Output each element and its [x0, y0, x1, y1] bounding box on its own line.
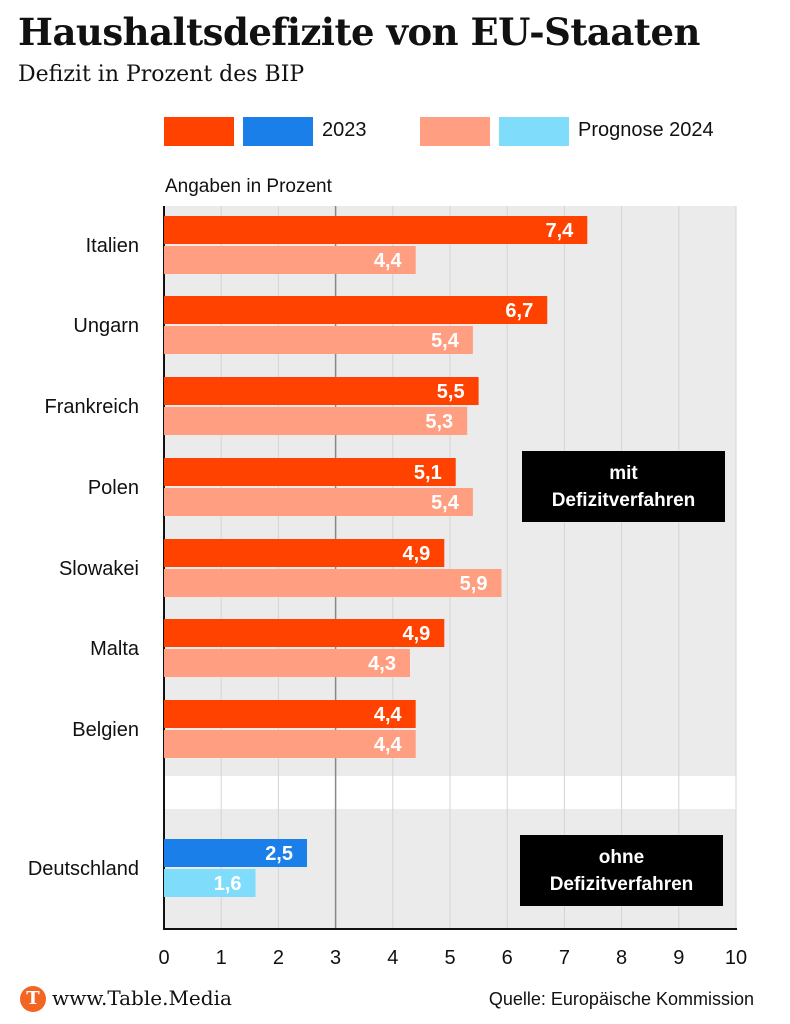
bar-2023-polen: [164, 458, 456, 486]
site-link[interactable]: www.Table.Media: [52, 986, 232, 1010]
chart-title: Haushaltsdefizite von EU-Staaten: [18, 10, 700, 54]
category-label-polen: Polen: [88, 477, 139, 499]
x-tick-label-9: 9: [673, 947, 684, 969]
value-label-2024-deutschland: 1,6: [214, 873, 242, 895]
value-label-2024-polen: 5,4: [431, 492, 460, 514]
legend-swatch-2024-de: [499, 117, 569, 146]
bar-2024-polen: [164, 488, 473, 516]
x-tick-label-3: 3: [330, 947, 341, 969]
group-label-with-line2: Defizitverfahren: [551, 489, 696, 511]
units-label: Angaben in Prozent: [165, 176, 332, 197]
bar-2023-malta: [164, 619, 445, 647]
x-tick-label-4: 4: [387, 947, 398, 969]
bar-2023-deutschland: [164, 839, 307, 867]
x-tick-label-0: 0: [158, 947, 169, 969]
value-label-2023-deutschland: 2,5: [265, 843, 293, 865]
value-label-2023-ungarn: 6,7: [505, 300, 533, 322]
bar-2023-ungarn: [164, 296, 548, 324]
group-label-without-procedure: ohne Defizitverfahren: [520, 835, 723, 906]
bar-2024-malta: [164, 649, 410, 677]
legend-swatch-2023-de: [243, 117, 313, 146]
group-label-with-line1: mit: [609, 462, 638, 484]
x-tick-label-1: 1: [216, 947, 227, 969]
bar-2024-italien: [164, 246, 416, 274]
legend-label-prognose-2024: Prognose 2024: [578, 119, 714, 141]
category-label-ungarn: Ungarn: [73, 315, 139, 337]
bar-2023-italien: [164, 216, 588, 244]
chart-bars: [164, 216, 588, 897]
value-label-2024-slowakei: 5,9: [460, 573, 488, 595]
value-label-2024-frankreich: 5,3: [425, 411, 453, 433]
x-tick-label-6: 6: [502, 947, 513, 969]
bar-2024-deutschland: [164, 869, 256, 897]
x-tick-label-8: 8: [616, 947, 627, 969]
bar-2024-frankreich: [164, 407, 468, 435]
bar-2023-slowakei: [164, 539, 445, 567]
bar-2024-slowakei: [164, 569, 502, 597]
group-label-without-line2: Defizitverfahren: [549, 873, 694, 895]
category-label-belgien: Belgien: [72, 719, 139, 741]
legend-swatch-2024-eu: [420, 117, 490, 146]
category-label-deutschland: Deutschland: [28, 858, 139, 880]
x-tick-label-5: 5: [444, 947, 455, 969]
value-label-2024-malta: 4,3: [368, 653, 396, 675]
chart-subtitle: Defizit in Prozent des BIP: [18, 62, 305, 87]
x-tick-label-10: 10: [725, 947, 747, 969]
x-tick-label-7: 7: [559, 947, 570, 969]
category-label-italien: Italien: [86, 235, 139, 257]
bar-2023-frankreich: [164, 377, 479, 405]
x-tick-label-2: 2: [273, 947, 284, 969]
legend-label-2023: 2023: [322, 119, 367, 141]
table-media-logo: T: [20, 986, 46, 1012]
bar-2023-belgien: [164, 700, 416, 728]
bar-2024-ungarn: [164, 326, 473, 354]
group-label-without-line1: ohne: [598, 846, 645, 868]
value-label-2023-malta: 4,9: [402, 623, 430, 645]
value-label-2023-italien: 7,4: [545, 220, 574, 242]
category-label-slowakei: Slowakei: [59, 558, 139, 580]
value-label-2023-frankreich: 5,5: [437, 381, 465, 403]
value-label-2023-belgien: 4,4: [374, 704, 403, 726]
group-label-with-procedure: mit Defizitverfahren: [522, 451, 725, 522]
source-note: Quelle: Europäische Kommission: [488, 989, 754, 1009]
chart-labels: 0 1 2 3 4 5 6 7 8 9 10 7,4 4,4 Italien 6,7 5,4 Ungarn 5,5…: [28, 220, 747, 969]
category-label-malta: Malta: [90, 638, 140, 660]
value-label-2024-italien: 4,4: [374, 250, 403, 272]
bar-2024-belgien: [164, 730, 416, 758]
value-label-2024-ungarn: 5,4: [431, 330, 460, 352]
legend-swatch-2023-eu: [164, 117, 234, 146]
value-label-2024-belgien: 4,4: [374, 734, 403, 756]
value-label-2023-slowakei: 4,9: [402, 543, 430, 565]
category-label-frankreich: Frankreich: [45, 396, 139, 418]
value-label-2023-polen: 5,1: [414, 462, 442, 484]
